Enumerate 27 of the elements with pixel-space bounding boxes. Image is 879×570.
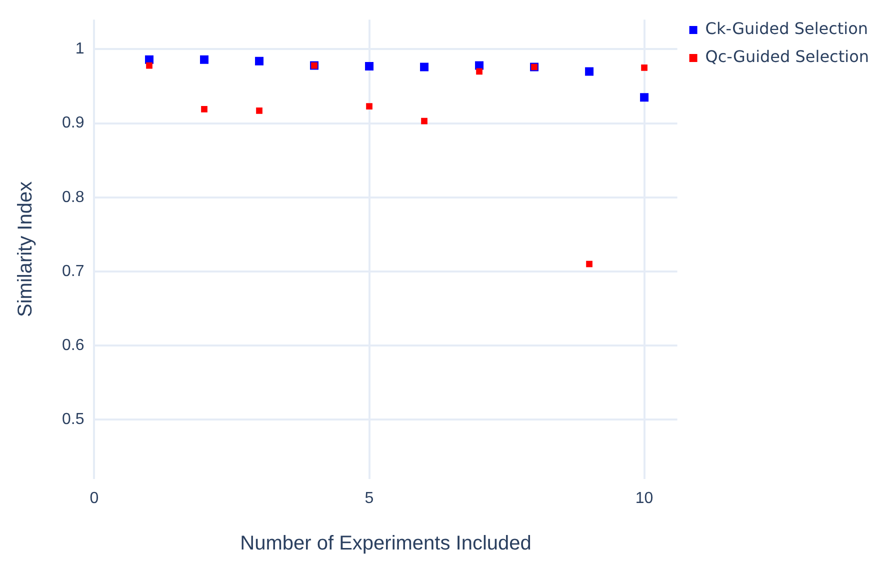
y-axis-title: Similarity Index bbox=[14, 181, 37, 318]
legend-label: Ck-Guided Selection bbox=[705, 19, 868, 38]
point bbox=[200, 55, 208, 64]
point bbox=[476, 68, 482, 75]
y-tick-label: 0.7 bbox=[62, 262, 84, 280]
y-tick-label: 0.6 bbox=[62, 336, 84, 354]
y-tick-label: 0.8 bbox=[62, 188, 84, 206]
point bbox=[366, 103, 372, 110]
x-tick-label: 5 bbox=[364, 490, 374, 507]
point bbox=[640, 93, 649, 102]
y-tick-label: 0.5 bbox=[62, 410, 84, 428]
y-tick-label: 1 bbox=[75, 40, 84, 58]
x-axis-title: Number of Experiments Included bbox=[240, 532, 532, 555]
point bbox=[256, 108, 262, 114]
point bbox=[641, 64, 648, 71]
point bbox=[585, 67, 594, 76]
x-tick-label: 10 bbox=[635, 490, 654, 507]
y-tick-label: 0.9 bbox=[62, 114, 84, 132]
point bbox=[365, 62, 374, 71]
point bbox=[420, 62, 429, 72]
point bbox=[586, 260, 592, 268]
point bbox=[255, 56, 264, 66]
point bbox=[421, 118, 428, 124]
point bbox=[201, 106, 208, 112]
point bbox=[146, 62, 152, 69]
legend-label: Qc-Guided Selection bbox=[705, 47, 870, 66]
x-tick-label: 0 bbox=[90, 490, 99, 507]
